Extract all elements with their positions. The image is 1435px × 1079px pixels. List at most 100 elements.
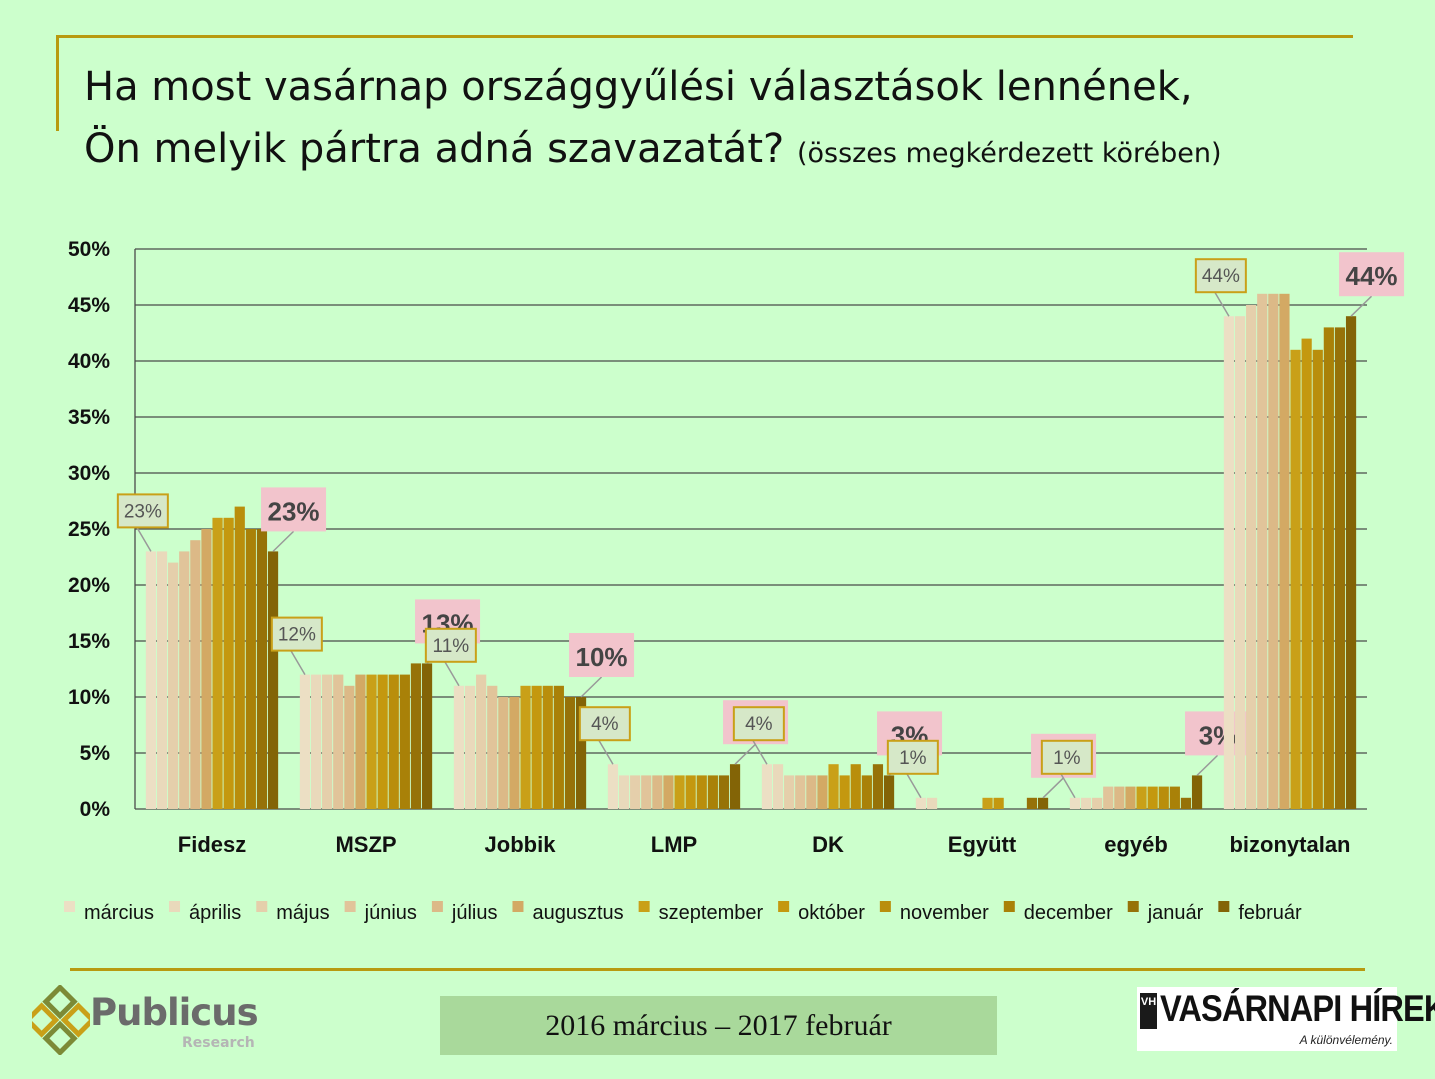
x-category-label: Fidesz <box>178 832 246 857</box>
bar <box>1301 338 1312 809</box>
bar <box>926 797 938 809</box>
first-value-label-box <box>732 706 785 742</box>
x-category-label: bizonytalan <box>1229 832 1350 857</box>
x-category-label: DK <box>812 832 844 857</box>
bar <box>1191 775 1203 809</box>
bar <box>993 797 1004 809</box>
title-top-rule <box>56 35 1353 38</box>
y-tick-label: 20% <box>68 574 110 597</box>
annotation-leader <box>580 676 603 698</box>
title-line-1: Ha most vasárnap országgyűlési választás… <box>84 64 1193 110</box>
publicus-sub: Research <box>182 1035 255 1051</box>
annotation-leader <box>1042 777 1065 799</box>
annotation-leader <box>1350 295 1373 317</box>
legend-label: február <box>1238 902 1302 924</box>
bar <box>618 775 630 809</box>
bar <box>1246 305 1257 809</box>
bar <box>322 674 333 809</box>
legend-swatch <box>256 901 268 912</box>
bar <box>1069 797 1081 809</box>
y-tick-label: 0% <box>80 798 111 821</box>
annotation-leader <box>1060 773 1076 799</box>
legend-label: január <box>1147 902 1204 924</box>
bar <box>674 775 685 809</box>
bar <box>267 551 279 809</box>
y-tick-label: 15% <box>68 630 110 653</box>
legend-swatch <box>1003 901 1015 912</box>
first-value-label-box <box>270 616 323 652</box>
legend-label: június <box>364 902 417 924</box>
bar <box>630 775 641 809</box>
vasarnapi-hirek-logo: VH VASÁRNAPI HÍREK A különvélemény. <box>1137 987 1435 1051</box>
first-value-label-box <box>116 493 169 529</box>
bar <box>607 764 619 809</box>
bar <box>1279 293 1290 809</box>
annotation-leader <box>290 650 306 675</box>
bar <box>156 551 168 809</box>
x-category-label: MSZP <box>335 832 396 857</box>
bar <box>310 674 322 809</box>
bar <box>761 764 773 809</box>
bar <box>1147 786 1158 809</box>
bar <box>245 529 256 809</box>
title-line-2: Ön melyik pártra adná szavazatát? <box>84 126 785 172</box>
bar <box>1257 293 1268 809</box>
annotation-leader <box>906 773 922 799</box>
bar <box>718 775 730 809</box>
bar <box>355 674 366 809</box>
first-value-label: 1% <box>1053 748 1081 769</box>
bar <box>333 674 344 809</box>
bar <box>1268 293 1279 809</box>
page-title: Ha most vasárnap országgyűlési választás… <box>84 56 1414 185</box>
publicus-diamond-icon <box>23 983 97 1057</box>
legend-swatch <box>512 901 524 912</box>
legend-swatch <box>344 901 356 912</box>
bar <box>915 797 927 809</box>
bar-chart: 0% 5% 10% 15% 20% 25% 30% 35% 40% 45% 50% Fidesz 23%… <box>64 238 1405 924</box>
bar <box>1345 316 1357 809</box>
annotation-leader <box>136 527 152 552</box>
bar <box>1114 786 1125 809</box>
bar <box>1158 786 1169 809</box>
bar <box>1092 797 1103 809</box>
legend-label: július <box>451 902 498 924</box>
bar <box>464 685 476 809</box>
y-tick-label: 50% <box>68 238 110 261</box>
bar <box>1334 327 1346 809</box>
bar <box>883 775 895 809</box>
bar <box>366 674 377 809</box>
bar <box>520 685 531 809</box>
bar <box>234 506 245 809</box>
bar <box>696 775 707 809</box>
bar <box>1312 349 1323 809</box>
publicus-logo: Publicus Research <box>23 983 272 1057</box>
bar <box>509 697 520 809</box>
x-category-label: LMP <box>651 832 697 857</box>
annotation-leader <box>752 739 768 765</box>
title-left-accent <box>56 35 59 131</box>
legend-swatch <box>64 901 75 912</box>
y-tick-label: 5% <box>80 742 111 765</box>
bar <box>663 775 674 809</box>
period-text: 2016 március – 2017 február <box>545 1008 892 1042</box>
bar <box>299 674 311 809</box>
legend-swatch <box>778 901 790 912</box>
bar <box>1103 786 1114 809</box>
last-value-label: 10% <box>576 642 628 672</box>
first-value-label-box <box>1194 258 1247 294</box>
footer-rule <box>70 968 1365 971</box>
bar <box>179 551 190 809</box>
y-tick-label: 25% <box>68 518 110 541</box>
bar <box>575 697 587 809</box>
bar <box>377 674 388 809</box>
vh-mark: VH <box>1140 993 1157 1029</box>
bar <box>828 764 839 809</box>
bar <box>553 685 564 809</box>
bar <box>806 775 817 809</box>
first-value-label: 11% <box>433 636 470 657</box>
last-value-label-box <box>1339 252 1405 297</box>
bar <box>685 775 696 809</box>
bar <box>839 775 850 809</box>
bar <box>641 775 652 809</box>
first-value-label: 4% <box>745 714 773 735</box>
